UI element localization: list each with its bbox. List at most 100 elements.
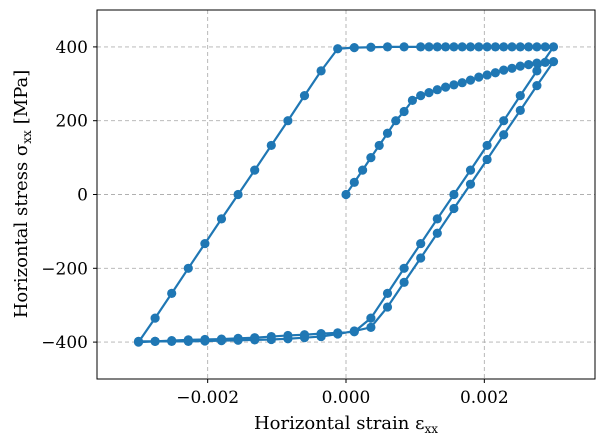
data-point [299, 91, 310, 101]
data-point [532, 58, 542, 68]
data-point [399, 42, 409, 52]
data-point [183, 263, 193, 273]
data-point [316, 329, 326, 339]
data-point [382, 288, 393, 298]
data-point [474, 72, 484, 82]
data-point [250, 333, 260, 343]
x-tick-label: 0.002 [460, 388, 509, 408]
data-point [407, 95, 417, 106]
x-tick-label: 0.000 [322, 388, 371, 408]
data-point [399, 277, 409, 287]
data-point [482, 70, 492, 80]
data-point [349, 177, 359, 187]
data-point [150, 336, 160, 346]
data-point [416, 42, 426, 52]
y-tick-label: −200 [41, 259, 88, 279]
data-point [366, 42, 376, 52]
data-point [465, 179, 476, 189]
data-point [358, 165, 368, 175]
data-point [382, 42, 393, 52]
data-point [540, 42, 550, 52]
data-point [283, 116, 293, 126]
y-tick-label: −400 [41, 333, 88, 353]
data-point [548, 42, 559, 52]
data-point [490, 68, 500, 78]
data-point [150, 313, 160, 323]
data-point [266, 140, 276, 151]
data-point [382, 302, 393, 312]
data-point [441, 82, 451, 92]
x-axis-label: Horizontal strain εxx [254, 413, 438, 436]
y-tick-label: 0 [77, 186, 88, 206]
data-point [482, 42, 492, 52]
y-axis-label: Horizontal stress σxx[MPa] [11, 70, 34, 319]
data-point [515, 105, 525, 115]
data-point [449, 80, 459, 90]
data-point [299, 330, 310, 340]
data-point [416, 238, 426, 249]
data-point [432, 228, 442, 238]
data-point [216, 334, 227, 344]
data-point [499, 130, 509, 140]
data-point [266, 331, 276, 342]
data-point [499, 42, 509, 52]
data-point [391, 116, 401, 126]
data-point [250, 165, 260, 175]
data-point [507, 63, 517, 73]
data-point [474, 42, 484, 52]
data-point [133, 336, 144, 346]
data-point [441, 42, 451, 52]
data-point [167, 336, 177, 346]
data-point [515, 42, 525, 52]
data-point [449, 203, 459, 214]
data-point [399, 263, 409, 273]
data-point [540, 57, 550, 67]
data-point [499, 65, 509, 75]
data-point [482, 154, 492, 165]
data-point [200, 238, 210, 249]
data-point [216, 214, 227, 224]
data-point [416, 253, 426, 263]
data-point [424, 88, 434, 98]
data-point [283, 330, 293, 341]
data-point [374, 140, 384, 151]
data-point [316, 66, 326, 76]
plot-area [133, 42, 559, 347]
data-point [482, 140, 492, 151]
data-point [548, 57, 559, 67]
data-point [432, 214, 442, 224]
data-point [366, 322, 376, 332]
data-point [424, 42, 434, 52]
data-point [449, 189, 459, 200]
data-point [382, 128, 393, 138]
data-point [515, 61, 525, 71]
data-point [457, 78, 467, 88]
data-point [233, 333, 243, 344]
data-point [366, 153, 376, 163]
data-point [167, 288, 177, 298]
data-point [333, 328, 343, 338]
data-point [507, 42, 517, 52]
axis-ticks: −0.002 0.000 0.002 −400 −200 0 200 400 [41, 38, 508, 408]
data-point [432, 85, 442, 95]
data-point [499, 116, 509, 126]
data-point [532, 66, 542, 76]
data-point [524, 42, 534, 52]
data-point [333, 44, 343, 54]
y-tick-label: 200 [56, 112, 88, 132]
data-point [349, 327, 359, 337]
data-point [532, 42, 542, 52]
data-point [532, 81, 542, 91]
data-point [457, 42, 467, 52]
data-point [349, 43, 359, 53]
data-point [515, 91, 525, 101]
y-tick-label: 400 [56, 38, 88, 58]
data-point [200, 334, 210, 345]
data-point [432, 42, 442, 52]
data-point [465, 42, 476, 52]
data-point [449, 42, 459, 52]
data-point [490, 42, 500, 52]
data-point [416, 91, 426, 101]
x-tick-label: −0.002 [176, 388, 239, 408]
